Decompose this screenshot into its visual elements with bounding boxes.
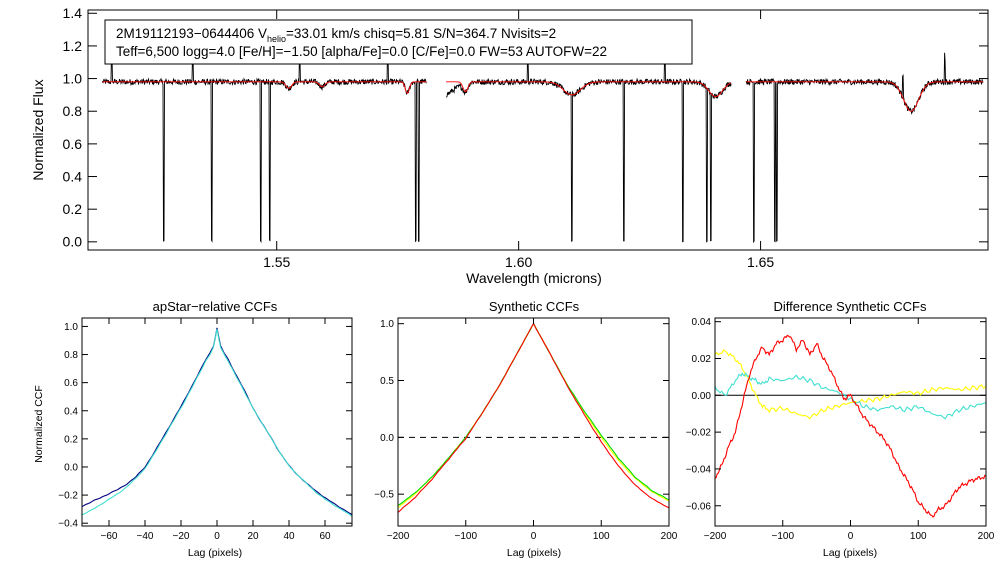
info-line-1: 2M19112193−0644406 Vhelio=33.01 km/s chi… [116, 26, 556, 44]
ccf-synth-xtick-label: 200 [661, 531, 678, 542]
spectrum-model-chip-3 [746, 81, 984, 112]
ccf-apstar-xtick-label: 40 [283, 531, 295, 542]
synthetic-ccf-xlabel: Lag (pixels) [507, 547, 561, 559]
spectrum-model-chip-2 [446, 81, 732, 97]
ccf-diff-ytick-label: 0.04 [692, 317, 712, 328]
spectrum-ytick-label: 0.2 [63, 201, 83, 217]
ccf-diff-xtick-label: 0 [848, 531, 854, 542]
synthetic-ccf-frame [397, 317, 670, 527]
synthetic-ccf-panel: −200 −100 0 100 200 −0.5 0.0 0.5 1.0 Synthetic C… [374, 299, 678, 559]
spectrum-panel: 1.55 1.60 1.65 0.0 0.2 0.4 0.6 0.8 1.0 1.2 1.4 2M1… [30, 5, 989, 286]
ccf-apstar-ytick-label: −0.2 [58, 491, 78, 502]
ccf-synth-ytick-label: 1.0 [380, 319, 394, 330]
synthetic-ccf-title: Synthetic CCFs [489, 299, 580, 314]
difference-ccf-panel: −200 −100 0 100 200 −0.06 −0.04 −0.02 0.00 0.02 0.… [686, 299, 995, 559]
ccf-diff-series-diff-red [714, 334, 987, 518]
spectrum-ytick-label: 1.0 [63, 70, 83, 86]
ccf-apstar-ytick-label: 0.0 [64, 462, 78, 473]
ccf-apstar-ytick-label: 0.4 [64, 406, 78, 417]
ccf-apstar-xtick-label: 0 [214, 531, 220, 542]
spectrum-ytick-label: 0.8 [63, 103, 83, 119]
ccf-diff-ytick-label: −0.04 [686, 464, 712, 475]
ccf-diff-ytick-label: −0.06 [686, 501, 712, 512]
ccf-apstar-xtick-label: 20 [247, 531, 259, 542]
spectrum-ytick-label: 1.2 [63, 38, 83, 54]
ccf-synth-ytick-label: 0.5 [380, 376, 394, 387]
ccf-diff-xtick-label: −200 [704, 531, 727, 542]
ccf-apstar-ytick-label: 0.6 [64, 378, 78, 389]
apstar-ccf-ylabel: Normalized CCF [33, 385, 45, 463]
ccf-diff-ytick-label: 0.02 [692, 354, 712, 365]
ccf-synth-ytick-label: −0.5 [374, 490, 394, 501]
difference-ccf-xlabel: Lag (pixels) [823, 547, 877, 559]
ccf-apstar-ytick-label: 1.0 [64, 322, 78, 333]
apstar-ccf-frame [81, 317, 353, 527]
ccf-diff-ytick-label: 0.00 [692, 391, 712, 402]
ccf-apstar-xtick-label: −40 [137, 531, 154, 542]
spectrum-ylabel: Normalized Flux [30, 79, 46, 180]
apstar-ccf-xlabel: Lag (pixels) [188, 547, 242, 559]
ccf-apstar-ytick-label: −0.4 [58, 519, 78, 530]
ccf-apstar-xtick-label: 60 [319, 531, 331, 542]
spectrum-ytick-label: 0.6 [63, 136, 83, 152]
ccf-diff-xtick-label: 100 [910, 531, 927, 542]
spectrum-frame [87, 9, 989, 251]
ccf-apstar-xtick-label: −60 [101, 531, 118, 542]
spectrum-ytick-label: 0.0 [63, 234, 83, 250]
ccf-apstar-series-visit2 [81, 328, 353, 517]
ccf-synth-xtick-label: −200 [387, 531, 410, 542]
spectrum-model-chip-1 [102, 81, 427, 94]
ccf-apstar-xtick-label: −20 [173, 531, 190, 542]
spectrum-observed-chip-1 [102, 49, 427, 244]
ccf-synth-xtick-label: 0 [531, 531, 537, 542]
ccf-diff-xtick-label: 200 [978, 531, 995, 542]
info-line-2: Teff=6,500 logg=4.0 [Fe/H]=−1.50 [alpha/… [116, 44, 607, 59]
difference-ccf-frame [714, 317, 987, 527]
spectrum-ytick-label: 0.4 [63, 168, 83, 184]
apstar-ccf-title: apStar−relative CCFs [153, 299, 278, 314]
apstar-ccf-panel: −60 −40 −20 0 20 40 60 −0.4 −0.2 0.0 0.2 0.4 0.6 0.8 1… [33, 299, 353, 559]
ccf-synth-xtick-label: 100 [593, 531, 610, 542]
ccf-diff-xtick-label: −100 [771, 531, 794, 542]
spectrum-xtick-label: 1.65 [747, 254, 774, 270]
spectrum-xlabel: Wavelength (microns) [466, 270, 602, 286]
spectrum-xtick-label: 1.60 [505, 254, 532, 270]
spectrum-ytick-label: 1.4 [63, 5, 83, 21]
ccf-synth-ytick-label: 0.0 [380, 433, 394, 444]
ccf-diff-ytick-label: −0.02 [686, 428, 712, 439]
ccf-diff-series-diff-turquoise [714, 372, 987, 420]
spectrum-observed-chip-3 [745, 52, 984, 244]
difference-ccf-title: Difference Synthetic CCFs [774, 299, 927, 314]
ccf-apstar-ytick-label: 0.8 [64, 350, 78, 361]
spectrum-xtick-label: 1.55 [263, 254, 290, 270]
spectrum-observed-chip-2 [445, 51, 732, 243]
info-box: 2M19112193−0644406 Vhelio=33.01 km/s chi… [104, 19, 693, 65]
ccf-apstar-ytick-label: 0.2 [64, 434, 78, 445]
ccf-synth-xtick-label: −100 [454, 531, 477, 542]
